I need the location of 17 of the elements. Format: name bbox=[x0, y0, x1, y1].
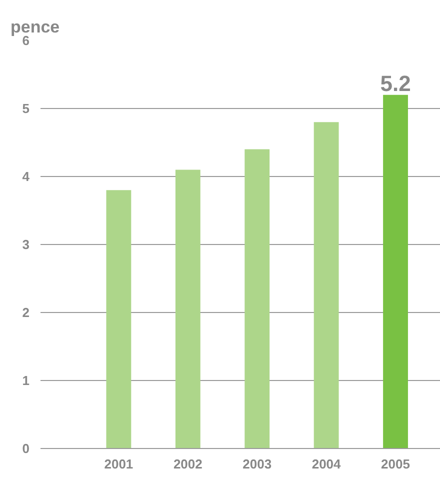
x-tick-label: 2001 bbox=[104, 456, 134, 472]
bar bbox=[383, 94, 408, 448]
y-tick-label: 1 bbox=[22, 373, 30, 388]
y-tick-label: 5 bbox=[22, 101, 30, 116]
data-label: 5.2 bbox=[380, 70, 411, 96]
bar bbox=[106, 190, 132, 448]
x-tick-label: 2002 bbox=[173, 456, 202, 472]
x-tick-label: 2005 bbox=[381, 456, 410, 472]
y-tick-label: 0 bbox=[22, 441, 30, 456]
x-tick-label: 2003 bbox=[242, 456, 272, 472]
bar bbox=[175, 170, 200, 448]
y-tick-label: 3 bbox=[22, 237, 30, 252]
bar bbox=[314, 122, 339, 448]
x-tick-label: 2004 bbox=[312, 456, 342, 472]
bar bbox=[244, 149, 270, 448]
y-tick-label: 2 bbox=[22, 305, 30, 320]
y-tick-label: 4 bbox=[22, 169, 30, 184]
